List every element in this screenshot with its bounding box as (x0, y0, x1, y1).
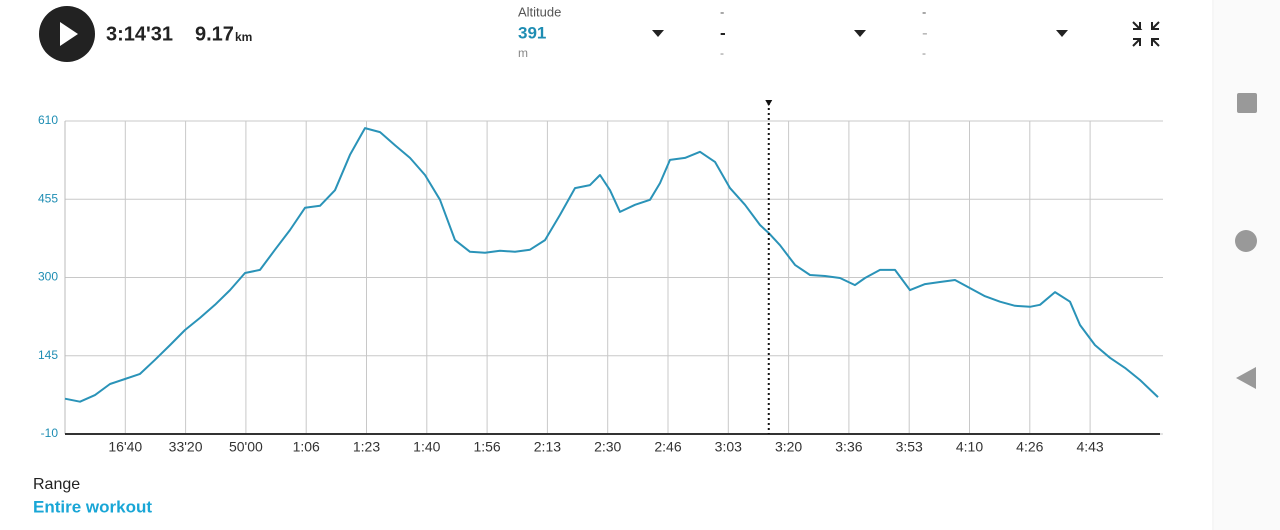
selector-value: - (922, 23, 928, 42)
play-icon[interactable] (60, 22, 78, 46)
elapsed-time: 3:14'31 (106, 23, 173, 45)
x-tick-label: 3:03 (715, 439, 742, 455)
x-tick-label: 1:56 (473, 439, 500, 455)
x-tick-label: 3:53 (896, 439, 923, 455)
x-tick-label: 4:26 (1016, 439, 1043, 455)
recents-button[interactable] (1237, 93, 1257, 113)
selector-unit: - (720, 46, 724, 60)
dropdown-arrow[interactable] (1056, 30, 1068, 37)
selector-unit: m (518, 46, 528, 60)
cursor-handle (765, 100, 773, 106)
altitude-line (64, 127, 1159, 403)
y-tick-label: 145 (38, 348, 58, 362)
selector-value: 391 (518, 23, 546, 42)
selector[interactable]: - - - (720, 4, 866, 60)
selector-value: - (720, 23, 726, 42)
selector-label: - (720, 4, 724, 19)
dropdown-arrow[interactable] (854, 30, 866, 37)
back-button[interactable] (1236, 367, 1256, 389)
nav-bar (1214, 0, 1280, 530)
range-label: Range (33, 476, 80, 493)
y-tick-label: 300 (38, 270, 58, 284)
distance: 9.17 (195, 23, 234, 45)
selector-label: - (922, 4, 926, 19)
x-tick-label: 33'20 (169, 439, 203, 455)
x-tick-label: 4:10 (956, 439, 983, 455)
fullscreen-button[interactable] (1132, 21, 1160, 47)
x-tick-label: 2:30 (594, 439, 621, 455)
x-tick-label: 3:20 (775, 439, 802, 455)
y-tick-label: 455 (38, 191, 58, 205)
x-tick-label: 16'40 (108, 439, 142, 455)
selector-label: Altitude (518, 4, 561, 19)
x-tick-label: 50'00 (229, 439, 263, 455)
x-tick-label: 1:40 (413, 439, 440, 455)
y-tick-label: -10 (41, 426, 59, 440)
x-tick-label: 1:06 (293, 439, 320, 455)
selector[interactable]: Altitude 391 m (518, 4, 664, 60)
play-button[interactable] (39, 6, 95, 62)
selector[interactable]: - - - (922, 4, 1068, 60)
x-tick-label: 1:23 (353, 439, 380, 455)
distance-unit: km (235, 30, 252, 44)
selector-unit: - (922, 46, 926, 60)
x-tick-label: 4:43 (1076, 439, 1103, 455)
x-tick-label: 2:13 (534, 439, 561, 455)
range-value[interactable]: Entire workout (33, 497, 152, 516)
home-button[interactable] (1235, 230, 1257, 252)
dropdown-arrow[interactable] (652, 30, 664, 37)
x-tick-label: 2:46 (654, 439, 681, 455)
x-tick-label: 3:36 (835, 439, 862, 455)
y-tick-label: 610 (38, 113, 58, 127)
